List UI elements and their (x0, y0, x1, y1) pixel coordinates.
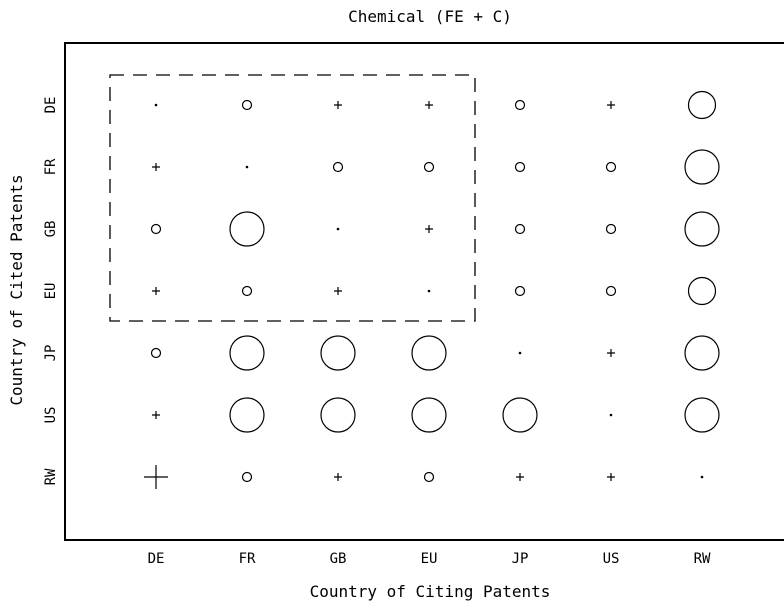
plus-mark (334, 101, 342, 109)
plus-mark (334, 473, 342, 481)
circle-mark (514, 161, 526, 173)
circle-mark (320, 335, 356, 371)
dot-mark (427, 289, 431, 293)
circle-mark (229, 397, 265, 433)
circle-mark (605, 161, 617, 173)
y-axis-label: Country of Cited Patents (7, 174, 26, 405)
x-axis-label: Country of Citing Patents (310, 582, 551, 601)
y-tick-label: FR (43, 158, 59, 175)
plus-mark (516, 473, 524, 481)
x-tick-label: GB (330, 551, 347, 567)
plus-mark (152, 287, 160, 295)
plus-mark (152, 411, 160, 419)
circle-mark (411, 397, 447, 433)
circle-mark (332, 161, 344, 173)
y-tick-label: JP (43, 345, 59, 362)
y-tick-label: DE (43, 97, 59, 114)
circle-mark (229, 211, 265, 247)
dot-mark (336, 227, 340, 231)
plus-mark (144, 465, 168, 489)
dot-mark (518, 351, 522, 355)
circle-mark (684, 397, 720, 433)
circle-mark (241, 471, 253, 483)
plus-mark (334, 287, 342, 295)
circle-mark (320, 397, 356, 433)
circle-mark (150, 223, 162, 235)
circle-mark (241, 285, 253, 297)
circle-mark (411, 335, 447, 371)
highlight-box (109, 74, 476, 322)
chart-title: Chemical (FE + C) (348, 7, 512, 26)
plus-mark (607, 473, 615, 481)
dot-mark (245, 165, 249, 169)
circle-mark (241, 99, 253, 111)
circle-mark (150, 347, 162, 359)
chart-marks (144, 90, 720, 489)
plot-frame (64, 42, 784, 541)
x-tick-label: US (603, 551, 620, 567)
x-tick-label: JP (512, 551, 529, 567)
plus-mark (425, 101, 433, 109)
plus-mark (607, 349, 615, 357)
dot-mark (154, 103, 158, 107)
circle-mark (423, 471, 435, 483)
circle-mark (514, 285, 526, 297)
y-tick-label: EU (43, 283, 59, 300)
y-axis-ticks: DE FR GB EU JP US RW (43, 97, 59, 486)
x-tick-label: FR (239, 551, 256, 567)
circle-mark (684, 211, 720, 247)
circle-mark (684, 149, 720, 185)
circle-mark (605, 285, 617, 297)
y-tick-label: US (43, 407, 59, 424)
circle-mark (502, 397, 538, 433)
circle-mark (687, 90, 717, 120)
dot-mark (700, 475, 704, 479)
y-tick-label: GB (43, 221, 59, 238)
dot-mark (609, 413, 613, 417)
circle-mark (684, 335, 720, 371)
x-axis-ticks: DE FR GB EU JP US RW (148, 551, 711, 567)
circle-mark (514, 223, 526, 235)
plus-mark (607, 101, 615, 109)
circle-mark (514, 99, 526, 111)
circle-mark (423, 161, 435, 173)
plus-mark (425, 225, 433, 233)
circle-mark (605, 223, 617, 235)
circle-mark (229, 335, 265, 371)
y-tick-label: RW (43, 468, 59, 485)
circle-mark (687, 276, 717, 306)
x-tick-label: RW (694, 551, 711, 567)
x-tick-label: EU (421, 551, 438, 567)
x-tick-label: DE (148, 551, 165, 567)
plus-mark (152, 163, 160, 171)
